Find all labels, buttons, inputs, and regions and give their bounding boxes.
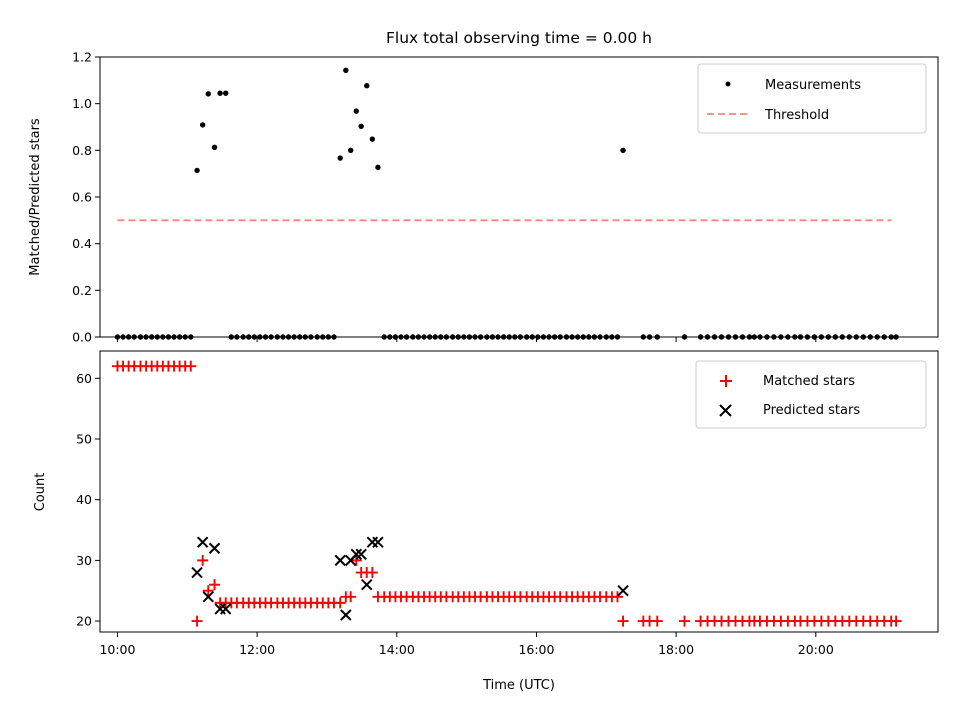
bottom-y-axis-label: Count	[33, 473, 48, 512]
predicted-star-point	[361, 578, 373, 591]
legend-measurements-marker	[725, 81, 731, 87]
top-y-axis-label: Matched/Predicted stars	[28, 118, 43, 276]
matched-star-point	[679, 615, 691, 627]
top-y-tick-label: 0.6	[72, 190, 92, 205]
predicted-star-point	[617, 585, 629, 597]
top-legend-box	[697, 63, 927, 134]
matched-star-point	[366, 567, 378, 579]
matched-star-point	[185, 360, 197, 372]
matched-star-point	[197, 554, 209, 566]
predicted-star-point	[334, 554, 346, 567]
bottom-panel: 20 30 40 50 60 10:00 12:00 14:00 16:00 18:00 20:0…	[33, 350, 939, 693]
bottom-y-ticks: 20 30 40 50 60	[76, 371, 100, 629]
bottom-y-tick-label: 20	[76, 614, 92, 629]
measurement-point	[375, 164, 381, 171]
measurement-point	[217, 90, 223, 96]
x-tick-label: 14:00	[379, 642, 415, 657]
matched-star-point	[191, 615, 203, 627]
measurement-point	[194, 167, 200, 174]
x-tick-label: 10:00	[99, 642, 135, 657]
top-panel: 0.0 0.2 0.4 0.6 0.8 1.0 1.2 Matched/Predicted …	[28, 50, 939, 345]
predicted-star-point	[355, 548, 367, 561]
predicted-star-point	[208, 542, 221, 554]
predicted-star-point	[350, 548, 362, 561]
measurement-point	[348, 147, 354, 154]
measurement-point	[364, 83, 370, 89]
bottom-legend-box	[695, 360, 927, 429]
top-y-tick-label: 1.2	[72, 50, 92, 65]
x-tick-label: 12:00	[239, 642, 275, 657]
measurement-point	[211, 144, 218, 150]
x-tick-label: 20:00	[798, 642, 834, 657]
predicted-star-point	[202, 591, 214, 603]
bottom-y-tick-label: 30	[76, 553, 92, 568]
matched-star-point	[334, 597, 346, 609]
measurement-point	[205, 91, 211, 97]
matched-star-point	[611, 591, 623, 603]
top-y-tick-label: 0.8	[72, 143, 92, 158]
x-axis-label: Time (UTC)	[482, 678, 555, 693]
top-y-tick-label: 1.0	[72, 96, 92, 111]
predicted-star-point	[340, 609, 352, 621]
bottom-marks	[111, 360, 902, 627]
measurement-point	[353, 108, 359, 114]
matched-star-point	[345, 591, 357, 603]
legend-matched-marker	[720, 375, 732, 387]
x-tick-label: 18:00	[658, 642, 694, 657]
legend-predicted-marker	[719, 404, 732, 417]
matched-star-point	[202, 585, 214, 597]
predicted-star-point	[219, 603, 232, 615]
top-y-tick-label: 0.0	[72, 330, 92, 345]
measurement-point	[337, 155, 343, 161]
bottom-axes-frame	[99, 350, 939, 633]
top-y-tick-label: 0.2	[72, 283, 92, 298]
top-legend: Measurements Threshold	[697, 63, 927, 134]
measurement-point	[223, 90, 229, 96]
matched-star-point	[350, 554, 362, 566]
legend-matched-label: Matched stars	[763, 374, 855, 389]
legend-measurements-label: Measurements	[765, 78, 861, 93]
matched-star-point	[890, 615, 902, 627]
legend-predicted-label: Predicted stars	[763, 403, 860, 418]
top-y-ticks: 0.0 0.2 0.4 0.6 0.8 1.0 1.2	[72, 50, 100, 345]
matched-star-point	[617, 615, 629, 627]
matched-star-point	[209, 579, 221, 591]
bottom-y-tick-label: 60	[76, 371, 92, 386]
bottom-y-tick-label: 40	[76, 492, 92, 507]
bottom-legend: Matched stars Predicted stars	[695, 360, 927, 429]
bottom-x-ticks: 10:00 12:00 14:00 16:00 18:00 20:00	[99, 632, 834, 657]
predicted-star-point	[191, 566, 203, 579]
measurement-point	[358, 123, 364, 129]
bottom-y-tick-label: 50	[76, 432, 92, 447]
top-axes-frame	[99, 56, 939, 338]
measurement-point	[199, 122, 206, 128]
matched-star-point	[651, 615, 663, 627]
measurement-point	[343, 67, 349, 74]
x-tick-label: 16:00	[518, 642, 554, 657]
measurement-point	[369, 136, 376, 142]
legend-threshold-label: Threshold	[764, 108, 829, 123]
predicted-star-point	[372, 536, 384, 548]
measurement-point	[620, 147, 626, 154]
top-y-tick-label: 0.4	[72, 236, 92, 251]
chart-title: Flux total observing time = 0.00 h	[386, 29, 652, 47]
predicted-star-point	[196, 536, 209, 548]
